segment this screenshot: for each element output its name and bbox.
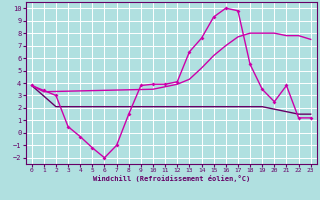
X-axis label: Windchill (Refroidissement éolien,°C): Windchill (Refroidissement éolien,°C) xyxy=(92,175,250,182)
